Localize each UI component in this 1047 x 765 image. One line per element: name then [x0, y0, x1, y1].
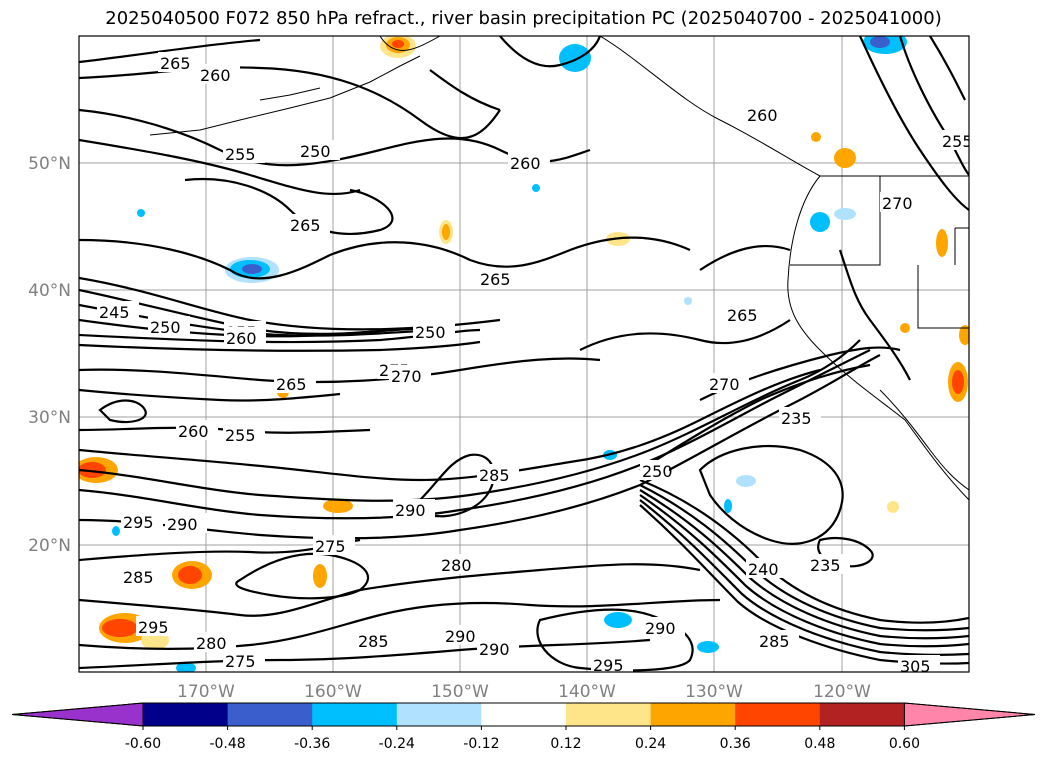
colorbar-segment	[312, 703, 398, 726]
lon-label: 130°W	[685, 682, 743, 702]
contour-label: 265	[276, 375, 307, 394]
lat-label: 50°N	[28, 154, 71, 174]
colorbar-tick-label: 0.36	[720, 736, 751, 752]
colorbar-segment	[481, 703, 567, 726]
contour-label: 255	[225, 145, 256, 164]
contour-label: 290	[167, 515, 198, 534]
contour-label: 250	[150, 318, 181, 337]
contour-label: 280	[441, 556, 472, 575]
colorbar-tick-label: -0.24	[379, 736, 415, 752]
contour-label: 295	[138, 618, 169, 637]
contour-label: 260	[747, 106, 778, 125]
colorbar-segment	[396, 703, 482, 726]
colorbar-segment	[566, 703, 652, 726]
contour-label: 270	[882, 194, 913, 213]
lon-label: 120°W	[813, 682, 871, 702]
contour-label: 250	[642, 462, 673, 481]
colorbar-segment	[650, 703, 736, 726]
contour-label: 235	[781, 409, 812, 428]
colorbar-tick-label: 0.60	[889, 736, 920, 752]
lon-label: 150°W	[431, 682, 489, 702]
lat-label: 30°N	[28, 408, 71, 428]
map-title: 2025040500 F072 850 hPa refract., river …	[105, 8, 942, 29]
latitude-axis: 50°N 40°N 30°N 20°N	[28, 154, 71, 556]
contour-label: 285	[358, 632, 389, 651]
contour-label: 285	[759, 632, 790, 651]
colorbar-extend-low	[11, 702, 144, 727]
colorbar-tick-label: -0.60	[125, 736, 161, 752]
colorbar-tick-label: 0.12	[550, 736, 581, 752]
contour-label: 255	[225, 426, 256, 445]
contour-label: 240	[748, 560, 779, 579]
contour-label: 260	[510, 154, 541, 173]
colorbar-tick-label: -0.36	[294, 736, 330, 752]
contour-label: 280	[196, 634, 227, 653]
contour-label: 290	[445, 627, 476, 646]
precip-anomaly-shading	[79, 36, 969, 672]
contour-label: 255	[942, 132, 973, 151]
lat-label: 20°N	[28, 536, 71, 556]
colorbar-segment	[819, 703, 905, 726]
colorbar-segment	[143, 703, 229, 726]
lat-label: 40°N	[28, 281, 71, 301]
contour-label: 260	[200, 66, 231, 85]
contour-label: 285	[479, 466, 510, 485]
contour-label: 265	[160, 54, 191, 73]
contour-label: 265	[480, 270, 511, 289]
contour-label: 275	[225, 652, 256, 671]
map-frame	[78, 35, 970, 673]
colorbar-tick-label: -0.12	[463, 736, 499, 752]
contour-label: 235	[810, 556, 841, 575]
colorbar-segment	[227, 703, 313, 726]
contour-label: 270	[709, 375, 740, 394]
contour-label: 295	[123, 513, 154, 532]
colorbar-segment	[735, 703, 821, 726]
contour-label: 285	[123, 568, 154, 587]
contour-label: 305	[900, 657, 931, 676]
lon-label: 160°W	[304, 682, 362, 702]
contour-label: 275	[315, 537, 346, 556]
contour-label: 290	[395, 501, 426, 520]
contour-label: 295	[593, 656, 624, 675]
map-content: 265 260 255 250 260 265 265 245 250 255 …	[79, 36, 973, 676]
contour-label: 260	[178, 422, 209, 441]
contour-label: 260	[226, 329, 257, 348]
contour-labels: 265 260 255 250 260 265 265 245 250 255 …	[97, 52, 973, 676]
contour-label: 250	[415, 323, 446, 342]
contour-label: 265	[727, 306, 758, 325]
contour-label: 290	[479, 640, 510, 659]
contour-label: 265	[290, 216, 321, 235]
contour-label: 250	[300, 142, 331, 161]
colorbar-tick-label: 0.24	[635, 736, 666, 752]
colorbar-tick-label: -0.48	[209, 736, 245, 752]
colorbar-extend-high	[903, 702, 1036, 727]
colorbar: -0.60 -0.48 -0.36 -0.24 -0.12 0.12 0.24 0.36 0.4…	[11, 702, 1036, 752]
contour-label: 245	[99, 303, 130, 322]
lon-label: 140°W	[558, 682, 616, 702]
contour-label: 290	[645, 619, 676, 638]
longitude-axis: 170°W 160°W 150°W 140°W 130°W 120°W	[177, 682, 871, 702]
colorbar-tick-label: 0.48	[804, 736, 835, 752]
lon-label: 170°W	[177, 682, 235, 702]
contour-label: 270	[391, 367, 422, 386]
